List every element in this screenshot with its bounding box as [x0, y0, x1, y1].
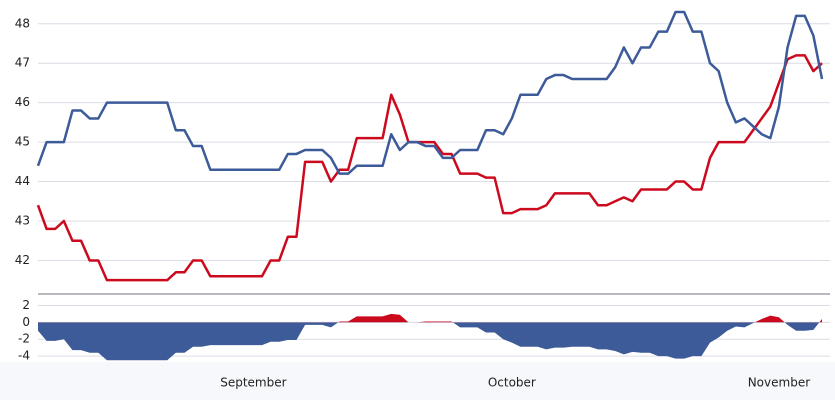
y-tick-label: -4	[18, 349, 30, 363]
x-tick-label: November	[748, 376, 810, 390]
y-tick-label: 46	[15, 95, 30, 109]
y-tick-label: 44	[15, 174, 30, 188]
y-tick-label: 45	[15, 135, 30, 149]
axis-band	[0, 362, 835, 400]
y-tick-label: 47	[15, 56, 30, 70]
y-tick-label: -2	[18, 332, 30, 346]
x-tick-label: September	[220, 376, 286, 390]
y-tick-label: 43	[15, 214, 30, 228]
y-tick-label: 42	[15, 253, 30, 267]
x-tick-label: October	[488, 376, 536, 390]
difference-area-negative	[38, 322, 822, 361]
y-tick-label: 0	[22, 315, 30, 329]
y-tick-label: 48	[15, 16, 30, 30]
line-series	[36, 54, 823, 282]
line-series	[36, 10, 824, 175]
y-tick-label: 2	[22, 298, 30, 312]
difference-area-positive	[338, 313, 822, 323]
